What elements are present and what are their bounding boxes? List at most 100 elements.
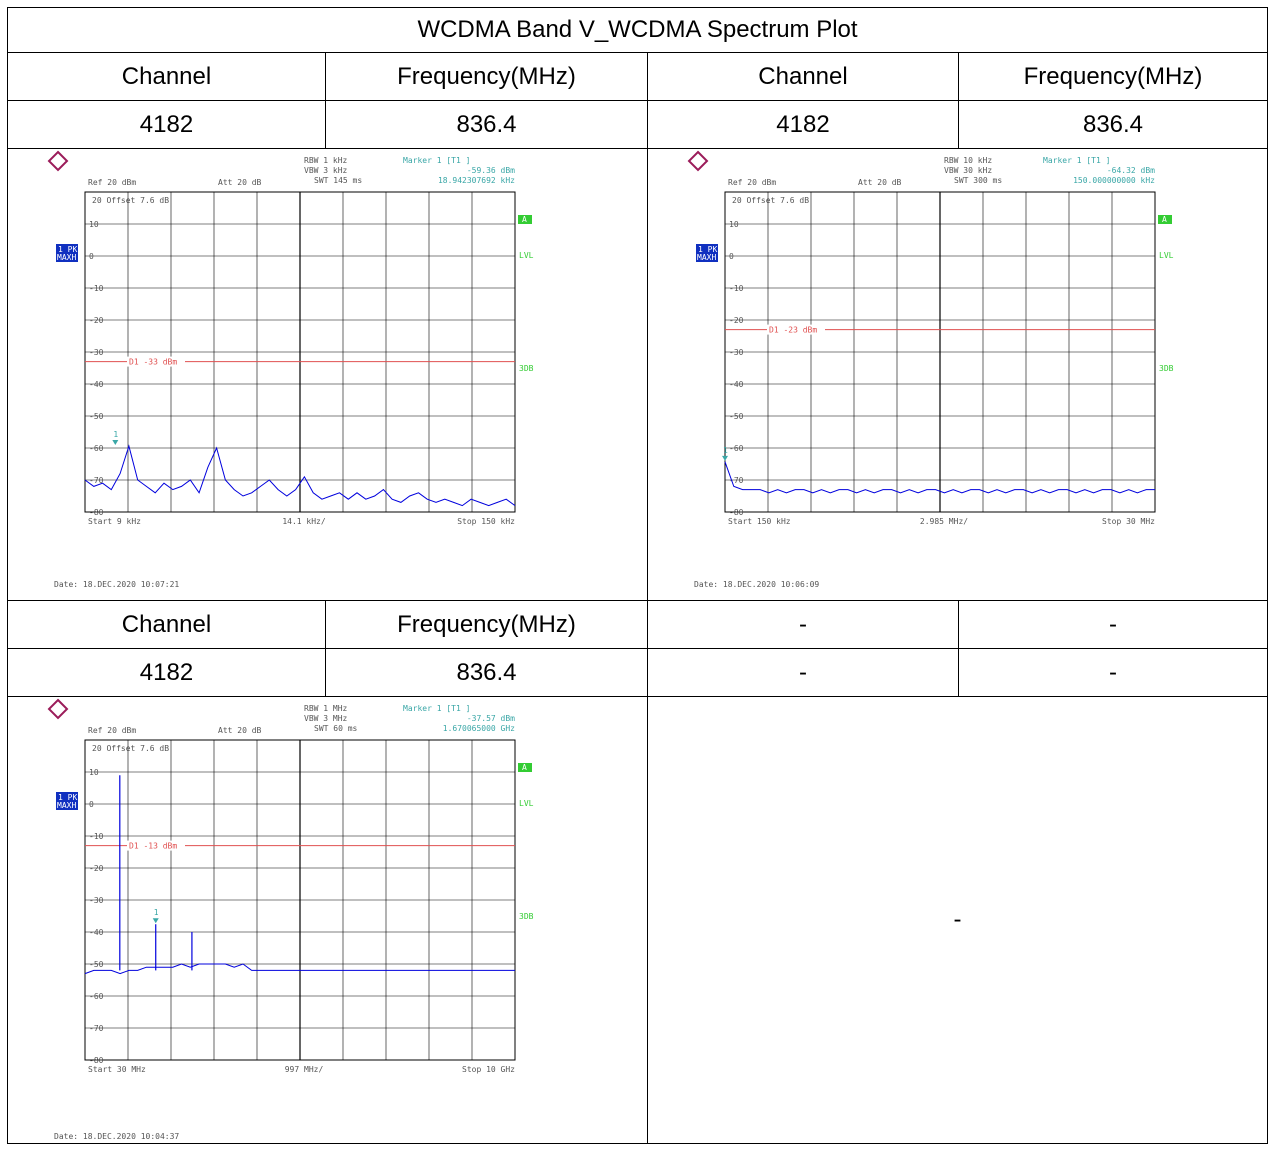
y-tick-label: 10 [89,220,99,229]
date-stamp: Date: 18.DEC.2020 10:07:21 [54,580,179,589]
trace-mode-badge [696,244,718,262]
date-stamp: Date: 18.DEC.2020 10:06:09 [694,580,819,589]
header-channel: Channel [647,52,959,101]
y-tick-label: -40 [89,380,104,389]
plot-cell: Ref 20 dBm Att 20 dB RBW 10 kHz VBW 30 kHz S… [647,148,1268,601]
y-tick-label: -20 [89,864,104,873]
vbw-setting: VBW 3 MHz [304,714,348,723]
y-tick-label: -70 [89,1024,104,1033]
y-tick-label: -60 [89,444,104,453]
channel-value: 4182 [647,100,959,149]
y-tick-label: 10 [729,220,739,229]
offset-label: 20 Offset 7.6 dB [732,196,809,205]
rohde-schwarz-logo-icon [687,150,709,172]
trace-mode-badge [56,792,78,810]
y-tick-label: -40 [729,380,744,389]
vbw-setting: VBW 3 kHz [304,166,348,175]
trace-mode: 1 PK [58,793,77,802]
x-span: 997 MHz/ [285,1065,324,1074]
empty-value: - [647,648,959,697]
limit-label: D1 -33 dBm [129,358,177,367]
y-tick-label: -70 [89,476,104,485]
y-tick-label: -30 [89,348,104,357]
side-lvl-label: LVL [519,251,534,260]
side-3db-label: 3DB [519,364,534,373]
trace-mode: 1 PK [58,245,77,254]
marker-frequency: 1.670065000 GHz [443,724,515,733]
x-start: Start 30 MHz [88,1065,146,1074]
attenuation: Att 20 dB [218,726,262,735]
y-tick-label: -50 [729,412,744,421]
limit-label-bg [127,840,185,851]
marker-triangle [112,439,119,445]
side-a-label: A [522,763,527,772]
y-tick-label: -10 [89,284,104,293]
spectrum-report-table: WCDMA Band V_WCDMA Spectrum Plot Channel… [7,7,1268,1144]
y-tick-label: -80 [89,508,104,517]
marker-triangle [722,455,728,461]
marker-frequency: 18.942307692 kHz [438,176,515,185]
header-frequency: Frequency(MHz) [958,52,1268,101]
sweep-time: SWT 145 ms [314,176,362,185]
marker-number: 1 [723,446,728,455]
x-start: Start 150 kHz [728,517,791,526]
y-tick-label: -40 [89,928,104,937]
rohde-schwarz-logo-icon [47,150,69,172]
limit-label-bg [127,356,185,367]
y-tick-label: -60 [729,444,744,453]
marker-label: Marker 1 [T1 ] [1043,156,1110,165]
y-tick-label: 0 [89,800,94,809]
y-tick-label: -70 [729,476,744,485]
side-a-label: A [522,215,527,224]
y-tick-label: -50 [89,412,104,421]
date-stamp: Date: 18.DEC.2020 10:04:37 [54,1132,179,1141]
marker-label: Marker 1 [T1 ] [403,156,470,165]
y-tick-label: -10 [89,832,104,841]
x-stop: Stop 30 MHz [1102,517,1155,526]
offset-label: 20 Offset 7.6 dB [92,744,169,753]
limit-label: D1 -23 dBm [769,326,817,335]
x-stop: Stop 150 kHz [457,517,515,526]
side-a-label: A [1162,215,1167,224]
spectrum-trace [84,444,516,507]
attenuation: Att 20 dB [218,178,262,187]
empty-header: - [958,600,1268,649]
marker-number: 1 [113,430,118,439]
side-a-badge [1158,215,1172,224]
channel-value: 4182 [7,100,326,149]
rbw-setting: RBW 10 kHz [944,156,992,165]
logo-diamond [687,150,709,172]
header-channel: Channel [7,600,326,649]
frequency-value: 836.4 [958,100,1268,149]
side-a-badge [518,215,532,224]
y-tick-label: -60 [89,992,104,1001]
trace-maxh: MAXH [57,253,76,262]
trace-mode-badge [56,244,78,262]
sweep-time: SWT 60 ms [314,724,358,733]
x-start: Start 9 kHz [88,517,141,526]
y-tick-label: -10 [729,284,744,293]
logo-diamond [47,698,69,720]
channel-value: 4182 [7,648,326,697]
ref-level: Ref 20 dBm [88,178,136,187]
frequency-value: 836.4 [325,648,648,697]
marker-triangle [152,918,159,924]
trace-maxh: MAXH [57,801,76,810]
y-tick-label: 10 [89,768,99,777]
y-tick-label: -20 [89,316,104,325]
marker-label: Marker 1 [T1 ] [403,704,470,713]
marker-level: -59.36 dBm [467,166,515,175]
side-lvl-label: LVL [1159,251,1174,260]
marker-frequency: 150.000000000 kHz [1073,176,1155,185]
trace-maxh: MAXH [697,253,716,262]
x-stop: Stop 10 GHz [462,1065,515,1074]
attenuation: Att 20 dB [858,178,902,187]
marker-level: -64.32 dBm [1107,166,1155,175]
limit-label: D1 -13 dBm [129,842,177,851]
ref-level: Ref 20 dBm [728,178,776,187]
rbw-setting: RBW 1 MHz [304,704,348,713]
ref-level: Ref 20 dBm [88,726,136,735]
y-tick-label: -30 [89,896,104,905]
